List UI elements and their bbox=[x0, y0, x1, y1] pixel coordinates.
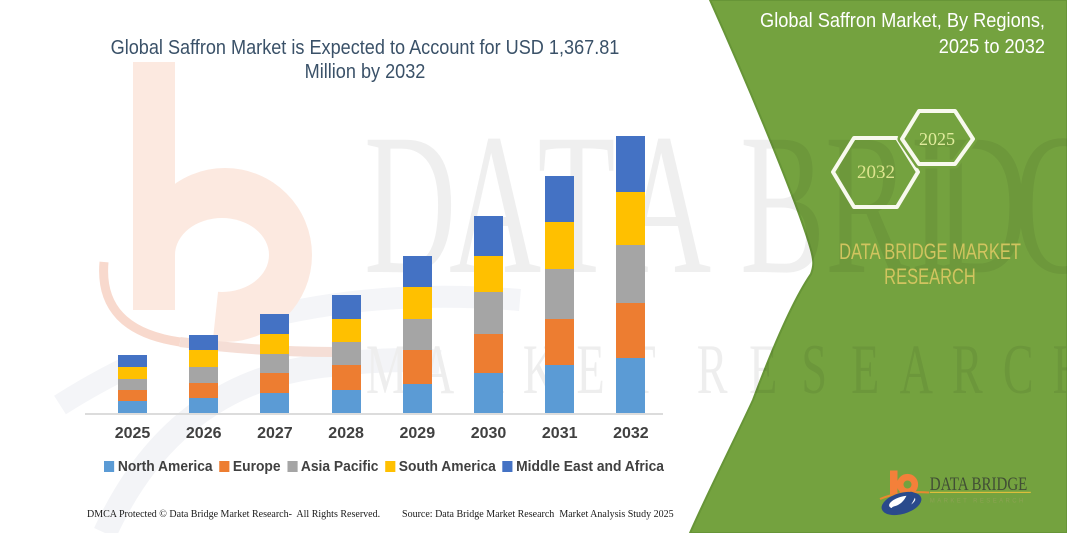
svg-text:MARKET RESEARCH: MARKET RESEARCH bbox=[930, 499, 1026, 505]
svg-text:2025: 2025 bbox=[919, 129, 955, 149]
svg-text:DATA BRIDGE: DATA BRIDGE bbox=[930, 473, 1028, 494]
svg-text:2032: 2032 bbox=[857, 162, 895, 183]
